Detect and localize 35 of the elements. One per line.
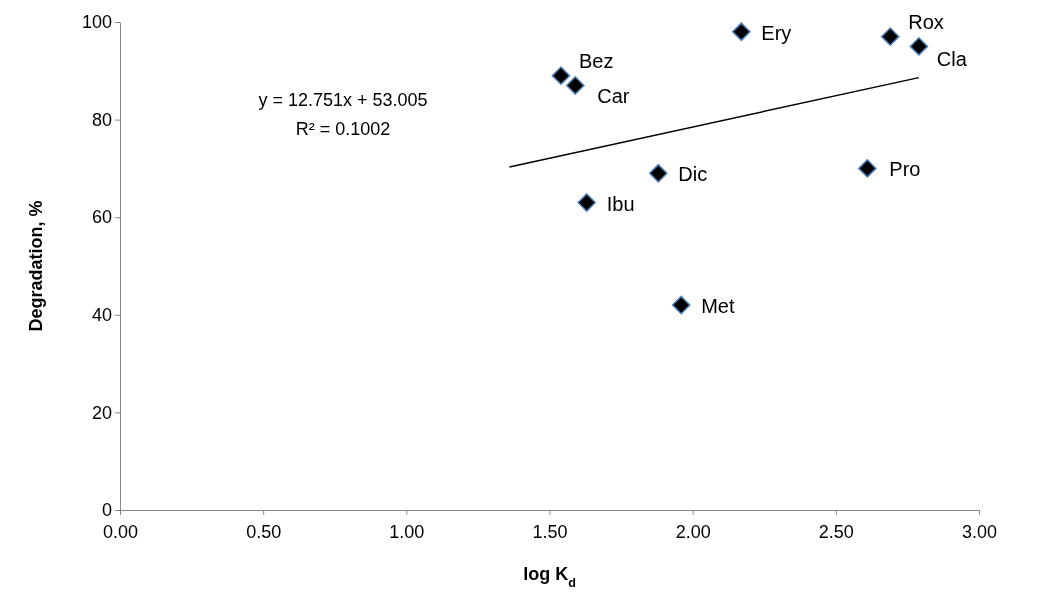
y-tick-label: 0 <box>101 500 112 521</box>
x-tick-label: 1.50 <box>532 521 568 542</box>
y-axis-title: Degradation, % <box>26 200 46 332</box>
point <box>671 295 691 315</box>
x-tick-label: 2.00 <box>675 521 711 542</box>
point <box>909 37 929 56</box>
x-tick-label: 0.50 <box>246 521 282 542</box>
series-label: Dic <box>678 163 708 186</box>
y-tick-label: 60 <box>91 207 112 228</box>
point <box>551 66 571 86</box>
point <box>731 22 751 42</box>
y-tick-label: 80 <box>91 109 112 130</box>
point <box>880 27 900 47</box>
series-label: Met <box>701 295 735 318</box>
y-tick-label: 20 <box>91 402 112 423</box>
point <box>577 193 597 212</box>
series-label: Car <box>597 85 630 108</box>
x-tick-label: 2.50 <box>818 521 854 542</box>
point <box>648 163 668 183</box>
x-tick-label: 0.00 <box>102 521 139 542</box>
annotation: y = 12.751x + 53.005 <box>258 90 428 110</box>
series-label: Cla <box>936 48 968 71</box>
series-label: Rox <box>908 10 944 33</box>
series-label: Pro <box>889 158 921 181</box>
series-label: Bez <box>578 49 614 72</box>
y-tick-label: 100 <box>81 12 112 33</box>
annotation: R² = 0.1002 <box>295 119 391 139</box>
y-tick-label: 40 <box>91 305 112 326</box>
point <box>857 159 877 178</box>
series-label: Ibu <box>606 192 635 215</box>
x-tick-label: 1.00 <box>389 521 425 542</box>
x-axis-title: log K$_{d}$ <box>523 564 576 590</box>
series-label: Ery <box>761 21 792 44</box>
point <box>565 76 585 95</box>
x-tick-label: 3.00 <box>961 521 998 542</box>
